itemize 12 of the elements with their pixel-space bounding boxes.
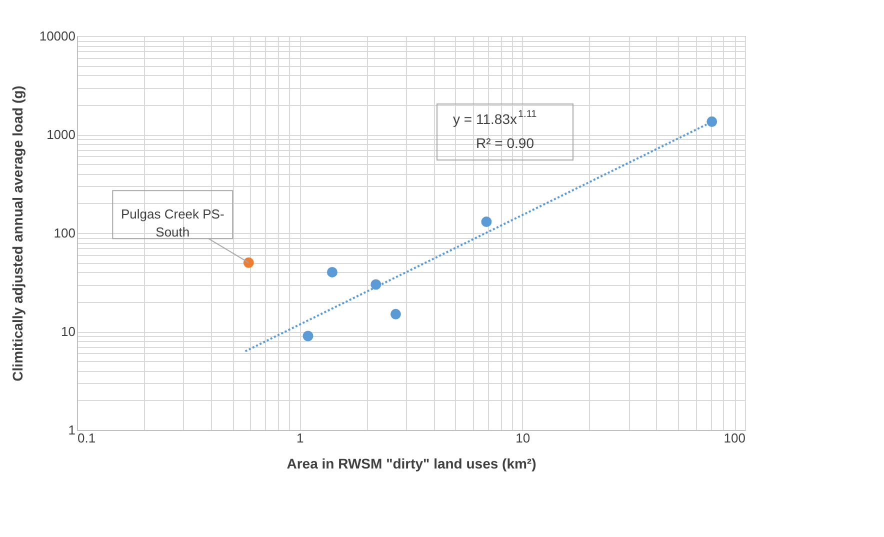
x-tick-label: 100 [724, 430, 746, 446]
annotation: R² = 0.90 [476, 135, 534, 151]
x-tick-label: 1 [296, 430, 304, 446]
x-tick-label: 10 [516, 430, 530, 446]
y-tick-label: 10000 [39, 28, 76, 44]
x-tick-label: 0.1 [78, 430, 96, 446]
y-axis-title: Climitically adjusted annual average load (g) [9, 86, 26, 382]
annotation: Pulgas Creek PS-South [120, 206, 224, 240]
y-tick-label: 10 [61, 324, 76, 339]
y-tick-label: 1000 [46, 127, 76, 142]
y-tick-label: 100 [54, 226, 76, 240]
x-axis-title: Area in RWSM "dirty" land uses (km²) [286, 456, 536, 472]
